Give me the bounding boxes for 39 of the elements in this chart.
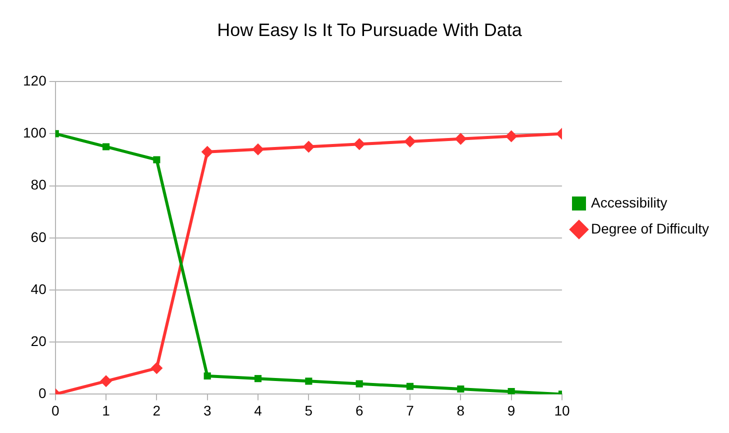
point [153,156,160,164]
y-tick-label: 0 [38,385,47,402]
point [100,375,112,388]
point [302,140,315,153]
y-tick-label: 20 [30,332,47,349]
x-tick-label: 3 [203,402,212,418]
x-tick-label: 5 [304,402,313,418]
point [508,388,515,394]
x-tick-label: 9 [507,402,516,418]
point [356,380,363,388]
x-tick-label: 10 [554,402,570,418]
legend-label: Degree of Difficulty [590,220,709,236]
y-tick-label: 40 [30,280,47,297]
y-tick-label: 120 [23,72,47,88]
x-tick-label: 8 [456,402,465,418]
point [457,385,464,393]
point [404,136,416,148]
point [201,146,214,158]
y-tick-label: 100 [23,124,47,141]
x-tick-label: 6 [355,402,364,418]
point [150,362,163,374]
point [252,143,264,156]
x-tick-label: 7 [406,402,414,418]
point [204,372,211,380]
point [505,130,518,142]
chart-title: How Easy Is It To Pursuade With Data [217,20,523,40]
y-tick-label: 80 [30,176,47,193]
legend-label: Accessibility [590,194,668,210]
x-tick-label: 2 [152,402,161,418]
point [102,143,110,150]
point [254,375,262,382]
x-tick-label: 4 [254,402,262,418]
point [454,132,467,145]
y-tick-label: 60 [30,228,47,245]
x-tick-label: 1 [102,402,110,418]
point [406,382,414,390]
x-tick-label: 0 [51,402,60,418]
point [305,378,312,385]
point [353,138,366,150]
